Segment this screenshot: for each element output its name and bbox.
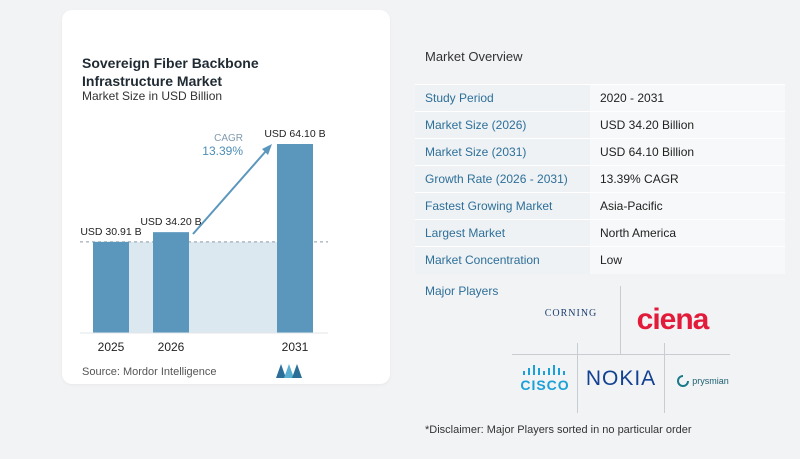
- overview-label: Market Concentration: [415, 246, 590, 274]
- players-title: Major Players: [425, 284, 499, 298]
- cagr-arrow: [192, 150, 267, 235]
- overview-label: Market Size (2026): [415, 111, 590, 139]
- source-text: Source: Mordor Intelligence: [82, 366, 217, 378]
- data-label: USD 64.10 B: [264, 128, 325, 140]
- overview-label: Fastest Growing Market: [415, 192, 590, 220]
- overview-row: Growth Rate (2026 - 2031) 13.39% CAGR: [415, 165, 785, 193]
- logo-divider: [664, 343, 665, 413]
- overview-value: North America: [590, 219, 785, 247]
- overview-value: Asia-Pacific: [590, 192, 785, 220]
- overview-label: Market Size (2031): [415, 138, 590, 166]
- overview-label: Study Period: [415, 84, 590, 112]
- logo-divider: [620, 286, 621, 354]
- overview-value: USD 64.10 Billion: [590, 138, 785, 166]
- ciena-logo: ciena: [636, 303, 710, 336]
- overview-row: Market Size (2031) USD 64.10 Billion: [415, 138, 785, 166]
- chart-subtitle: Market Size in USD Billion: [82, 89, 223, 103]
- overview-row: Fastest Growing Market Asia-Pacific: [415, 192, 785, 220]
- reference-band: [93, 241, 313, 333]
- prysmian-mark-icon: [677, 375, 690, 387]
- corning-logo: CORNING: [544, 307, 598, 319]
- overview-title: Market Overview: [425, 49, 523, 64]
- overview-value: USD 34.20 Billion: [590, 111, 785, 139]
- overview-table: Study Period 2020 - 2031 Market Size (2026…: [415, 84, 785, 274]
- data-label: USD 34.20 B: [140, 216, 201, 228]
- overview-row: Largest Market North America: [415, 219, 785, 247]
- cisco-bars-icon: [523, 365, 565, 375]
- bar-2025: [93, 241, 129, 333]
- overview-value: 2020 - 2031: [590, 84, 785, 112]
- nokia-logo: NOKIA: [585, 367, 657, 390]
- cagr-label: CAGR: [214, 133, 243, 144]
- category-label: 2026: [158, 340, 185, 354]
- cagr-value: 13.39%: [202, 144, 243, 158]
- overview-row: Market Concentration Low: [415, 246, 785, 274]
- overview-value: Low: [590, 246, 785, 274]
- overview-label: Growth Rate (2026 - 2031): [415, 165, 590, 193]
- overview-row: Market Size (2026) USD 34.20 Billion: [415, 111, 785, 139]
- overview-row: Study Period 2020 - 2031: [415, 84, 785, 112]
- logo-divider: [577, 343, 578, 413]
- chart-title: Sovereign Fiber Backbone Infrastructure …: [82, 55, 259, 89]
- data-label: USD 30.91 B: [80, 226, 141, 238]
- overview-value: 13.39% CAGR: [590, 165, 785, 193]
- prysmian-logo: prysmian: [668, 371, 738, 391]
- cisco-logo: CISCO: [517, 362, 573, 396]
- category-label: 2025: [98, 340, 125, 354]
- mordor-logo-icon: [276, 364, 302, 378]
- bar-2031: [277, 144, 313, 333]
- disclaimer: *Disclaimer: Major Players sorted in no …: [425, 424, 692, 436]
- cagr-arrowhead: [262, 144, 272, 155]
- overview-label: Largest Market: [415, 219, 590, 247]
- bar-2026: [153, 232, 189, 333]
- logo-divider: [512, 354, 730, 355]
- category-label: 2031: [282, 340, 309, 354]
